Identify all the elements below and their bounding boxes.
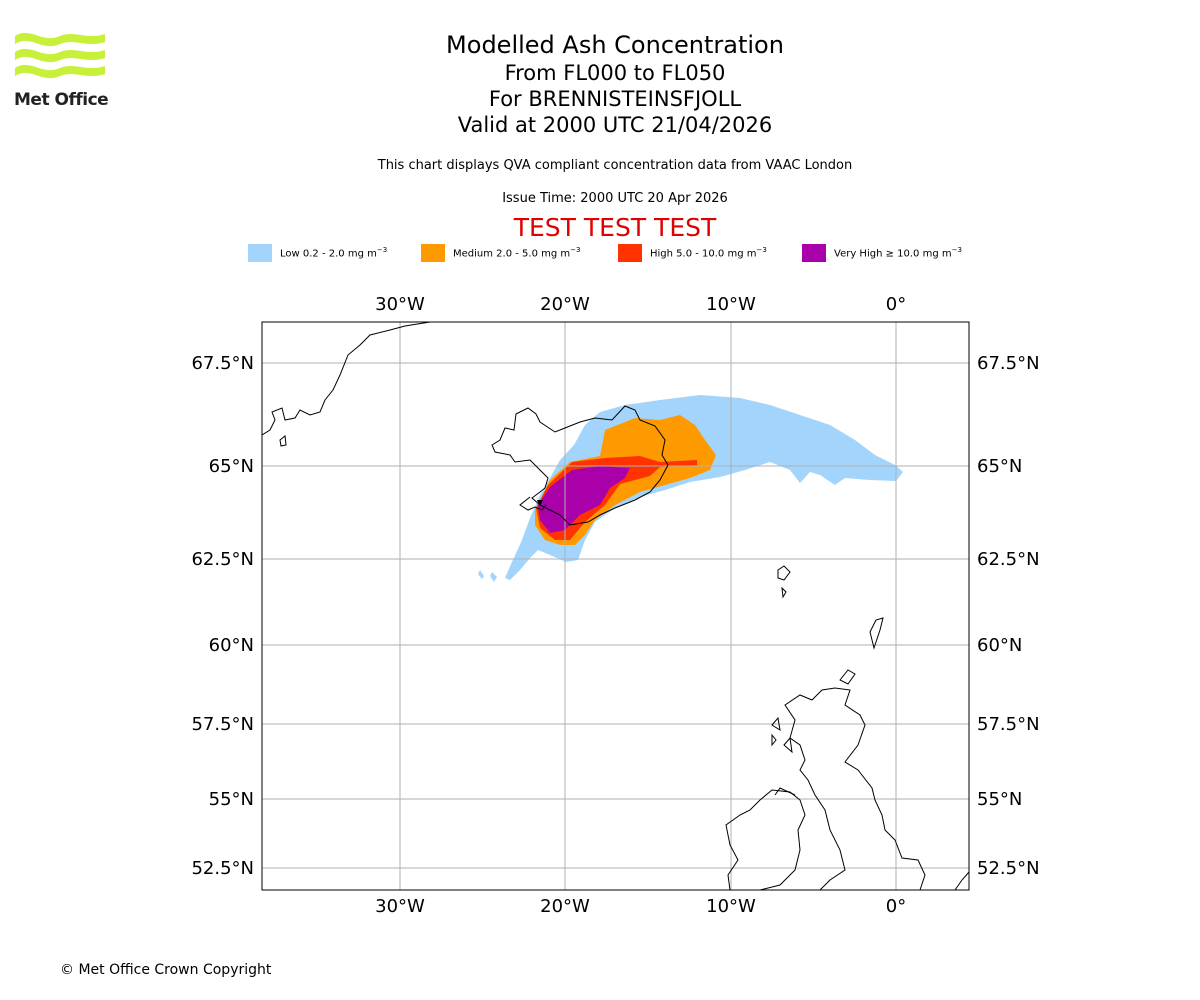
legend-label-medium: Medium 2.0 - 5.0 mg m−3 (453, 246, 581, 260)
coastline-greenland-island (279, 435, 287, 447)
lon-label-bottom: 0° (886, 896, 906, 917)
lat-label-right: 67.5°N (977, 353, 1040, 374)
lon-label-top: 0° (886, 294, 906, 315)
chart-title: Modelled Ash Concentration (446, 31, 784, 59)
chart-description: This chart displays QVA compliant concen… (377, 158, 853, 173)
valid-time: Valid at 2000 UTC 21/04/2026 (457, 113, 773, 137)
coastline-northern-ireland (774, 787, 796, 796)
lat-label-left: 52.5°N (191, 858, 254, 879)
lon-label-bottom: 10°W (706, 896, 756, 917)
lat-label-left: 57.5°N (191, 714, 254, 735)
coastline-europe (954, 871, 969, 890)
title-block: Modelled Ash Concentration From FL000 to… (0, 30, 1200, 138)
lat-label-left: 62.5°N (191, 549, 254, 570)
ash-low-fragment (490, 572, 497, 582)
issue-time: Issue Time: 2000 UTC 20 Apr 2026 (502, 191, 728, 206)
lat-label-left: 65°N (209, 456, 254, 477)
coastlines (262, 322, 969, 890)
lat-label-right: 55°N (977, 789, 1022, 810)
lon-label-top: 10°W (706, 294, 756, 315)
volcano-marker-icon (537, 500, 543, 506)
legend-swatch-medium (421, 244, 445, 262)
coastline-orkney (839, 669, 856, 685)
coastline-shetland (869, 617, 884, 650)
lon-label-top: 30°W (375, 294, 425, 315)
legend-label-very-high: Very High ≥ 10.0 mg m−3 (834, 246, 962, 260)
lon-label-bottom: 20°W (540, 896, 590, 917)
flight-level-range: From FL000 to FL050 (504, 61, 726, 85)
map-frame (261, 321, 970, 891)
coastline-ireland (725, 789, 806, 890)
lon-label-bottom: 30°W (375, 896, 425, 917)
lat-label-right: 62.5°N (977, 549, 1040, 570)
coastline-faroe (777, 565, 791, 599)
lat-label-right: 65°N (977, 456, 1022, 477)
coastline-reykjanes (519, 496, 547, 511)
coastline-hebrides (771, 716, 793, 754)
lon-label-top: 20°W (540, 294, 590, 315)
lat-label-left: 55°N (209, 789, 254, 810)
lat-label-left: 67.5°N (191, 353, 254, 374)
map-gridlines (262, 322, 969, 890)
legend-swatch-very-high (802, 244, 826, 262)
lat-label-right: 60°N (977, 635, 1022, 656)
test-banner: TEST TEST TEST (513, 213, 717, 242)
copyright: © Met Office Crown Copyright (60, 962, 272, 978)
legend-label-high: High 5.0 - 10.0 mg m−3 (650, 246, 767, 260)
ash-low-fragment (478, 570, 484, 579)
met-office-waves-icon (15, 32, 105, 79)
legend-label-low: Low 0.2 - 2.0 mg m−3 (280, 246, 388, 260)
lat-label-right: 57.5°N (977, 714, 1040, 735)
coastline-iceland (491, 405, 669, 526)
coastline-greenland (262, 322, 431, 436)
logo-text: Met Office (14, 90, 109, 110)
lat-label-right: 52.5°N (977, 858, 1040, 879)
coastline-great-britain (784, 687, 926, 890)
volcano-name: For BRENNISTEINSFJOLL (488, 87, 742, 111)
legend-swatch-low (248, 244, 272, 262)
lat-label-left: 60°N (209, 635, 254, 656)
met-office-logo: Met Office (12, 28, 112, 118)
legend-swatch-high (618, 244, 642, 262)
axis-labels: 30°W 20°W 10°W 0° 30°W 20°W 10°W 0° 67.5… (191, 294, 1039, 917)
